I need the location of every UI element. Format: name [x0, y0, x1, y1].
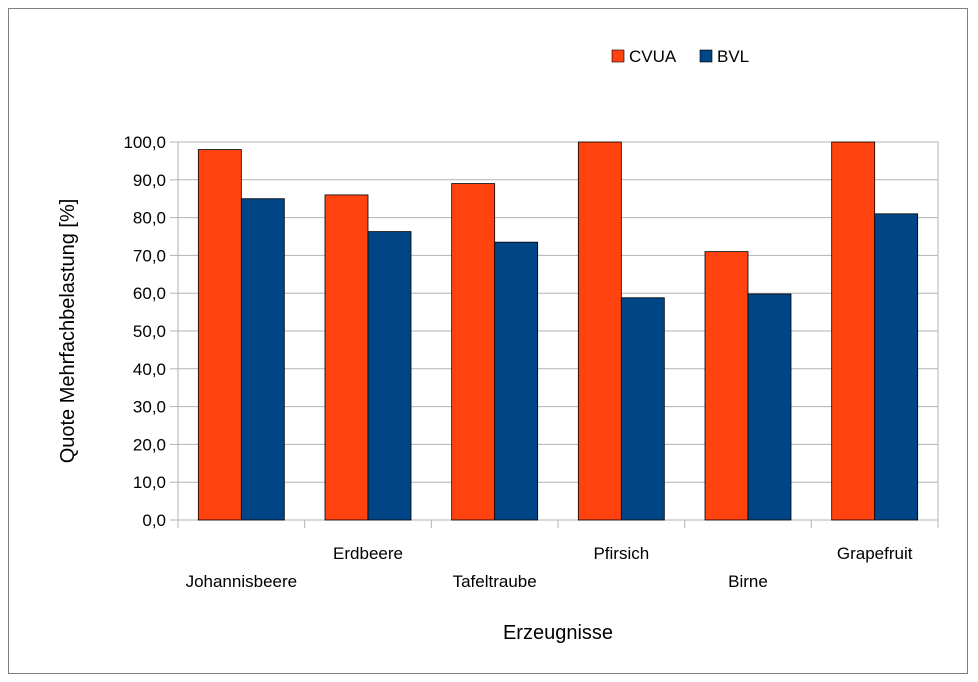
y-tick-label: 100,0	[123, 133, 166, 152]
x-tick-label: Grapefruit	[837, 544, 913, 563]
y-tick-label: 60,0	[133, 284, 166, 303]
bar-cvua	[324, 194, 369, 521]
x-tick-label: Tafeltraube	[453, 572, 537, 591]
x-tick-label: Pfirsich	[593, 544, 649, 563]
bar-bvl	[367, 231, 412, 521]
x-axis-title: Erzeugnisse	[503, 622, 613, 644]
bar-bvl	[240, 198, 285, 521]
bar-cvua	[197, 149, 242, 521]
y-tick-label: 70,0	[133, 246, 166, 265]
y-tick-label: 30,0	[133, 398, 166, 417]
legend-label-bvl: BVL	[717, 47, 749, 66]
y-axis-title: Quote Mehrfachbelastung [%]	[57, 199, 79, 464]
x-tick-label: Johannisbeere	[186, 572, 298, 591]
bar-cvua	[704, 251, 749, 521]
bar-cvua	[451, 183, 496, 521]
bar-cvua	[831, 141, 876, 521]
bars	[197, 141, 919, 521]
gridlines	[177, 141, 939, 521]
y-tick-label: 20,0	[133, 435, 166, 454]
legend-swatch-cvua	[611, 49, 625, 63]
x-tick-label: Birne	[728, 572, 768, 591]
y-tick-label: 80,0	[133, 209, 166, 228]
legend: CVUA BVL	[611, 47, 749, 66]
axes	[170, 141, 939, 528]
bar-bvl	[747, 293, 792, 521]
bar-bvl	[494, 241, 539, 521]
y-tick-label: 90,0	[133, 171, 166, 190]
y-tick-label: 0,0	[142, 511, 166, 530]
y-tick-label: 10,0	[133, 473, 166, 492]
legend-label-cvua: CVUA	[629, 47, 677, 66]
x-tick-label: Erdbeere	[333, 544, 403, 563]
y-tick-label: 40,0	[133, 360, 166, 379]
bar-cvua	[577, 141, 622, 521]
labels: 0,0 10,0 20,0 30,0 40,0 50,0 60,0 70,0 80,0 90,0 1…	[123, 133, 912, 591]
y-tick-label: 50,0	[133, 322, 166, 341]
bar-bvl	[874, 213, 919, 521]
legend-swatch-bvl	[699, 49, 713, 63]
bar-bvl	[620, 297, 665, 521]
